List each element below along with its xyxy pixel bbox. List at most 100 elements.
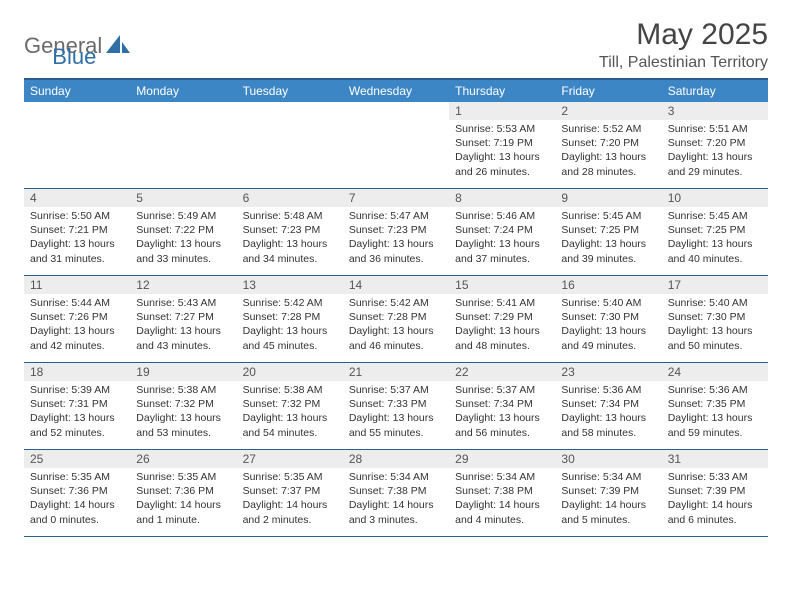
day-number: 27 <box>237 450 343 468</box>
sunrise-line: Sunrise: 5:49 AM <box>136 209 230 223</box>
calendar-day-cell: 10Sunrise: 5:45 AMSunset: 7:25 PMDayligh… <box>662 189 768 275</box>
day-details: Sunrise: 5:40 AMSunset: 7:30 PMDaylight:… <box>662 294 768 357</box>
sunset-line: Sunset: 7:30 PM <box>561 310 655 324</box>
sunrise-line: Sunrise: 5:47 AM <box>349 209 443 223</box>
sunset-line: Sunset: 7:19 PM <box>455 136 549 150</box>
day-number: 12 <box>130 276 236 294</box>
day-number: 30 <box>555 450 661 468</box>
sunrise-line: Sunrise: 5:42 AM <box>243 296 337 310</box>
calendar-day-cell: 12Sunrise: 5:43 AMSunset: 7:27 PMDayligh… <box>130 276 236 362</box>
sunset-line: Sunset: 7:37 PM <box>243 484 337 498</box>
daylight-line: Daylight: 13 hours and 26 minutes. <box>455 150 549 178</box>
calendar-day-cell: 1Sunrise: 5:53 AMSunset: 7:19 PMDaylight… <box>449 102 555 188</box>
daylight-line: Daylight: 13 hours and 29 minutes. <box>668 150 762 178</box>
sunset-line: Sunset: 7:31 PM <box>30 397 124 411</box>
brand-sail-icon <box>106 33 132 60</box>
weekday-header-cell: Friday <box>555 80 661 102</box>
sunset-line: Sunset: 7:20 PM <box>561 136 655 150</box>
day-details: Sunrise: 5:35 AMSunset: 7:36 PMDaylight:… <box>130 468 236 531</box>
sunrise-line: Sunrise: 5:38 AM <box>136 383 230 397</box>
daylight-line: Daylight: 13 hours and 39 minutes. <box>561 237 655 265</box>
daylight-line: Daylight: 13 hours and 52 minutes. <box>30 411 124 439</box>
weekday-header-cell: Monday <box>130 80 236 102</box>
sunset-line: Sunset: 7:32 PM <box>136 397 230 411</box>
day-details: Sunrise: 5:47 AMSunset: 7:23 PMDaylight:… <box>343 207 449 270</box>
sunrise-line: Sunrise: 5:36 AM <box>668 383 762 397</box>
brand-logo: General Blue <box>24 18 96 70</box>
calendar-day-cell: 23Sunrise: 5:36 AMSunset: 7:34 PMDayligh… <box>555 363 661 449</box>
day-number: 11 <box>24 276 130 294</box>
weekday-header-cell: Tuesday <box>237 80 343 102</box>
day-details: Sunrise: 5:34 AMSunset: 7:38 PMDaylight:… <box>343 468 449 531</box>
weekday-header-cell: Thursday <box>449 80 555 102</box>
daylight-line: Daylight: 13 hours and 56 minutes. <box>455 411 549 439</box>
day-details: Sunrise: 5:42 AMSunset: 7:28 PMDaylight:… <box>237 294 343 357</box>
day-number: 28 <box>343 450 449 468</box>
sunset-line: Sunset: 7:38 PM <box>349 484 443 498</box>
daylight-line: Daylight: 14 hours and 4 minutes. <box>455 498 549 526</box>
sunrise-line: Sunrise: 5:36 AM <box>561 383 655 397</box>
day-details: Sunrise: 5:49 AMSunset: 7:22 PMDaylight:… <box>130 207 236 270</box>
sunset-line: Sunset: 7:39 PM <box>561 484 655 498</box>
daylight-line: Daylight: 13 hours and 34 minutes. <box>243 237 337 265</box>
sunrise-line: Sunrise: 5:34 AM <box>349 470 443 484</box>
sunrise-line: Sunrise: 5:40 AM <box>561 296 655 310</box>
day-details: Sunrise: 5:44 AMSunset: 7:26 PMDaylight:… <box>24 294 130 357</box>
sunrise-line: Sunrise: 5:42 AM <box>349 296 443 310</box>
sunset-line: Sunset: 7:36 PM <box>30 484 124 498</box>
day-details: Sunrise: 5:34 AMSunset: 7:39 PMDaylight:… <box>555 468 661 531</box>
sunrise-line: Sunrise: 5:52 AM <box>561 122 655 136</box>
calendar-day-cell: 30Sunrise: 5:34 AMSunset: 7:39 PMDayligh… <box>555 450 661 536</box>
calendar-day-cell: 11Sunrise: 5:44 AMSunset: 7:26 PMDayligh… <box>24 276 130 362</box>
daylight-line: Daylight: 14 hours and 3 minutes. <box>349 498 443 526</box>
sunset-line: Sunset: 7:25 PM <box>561 223 655 237</box>
daylight-line: Daylight: 13 hours and 49 minutes. <box>561 324 655 352</box>
sunset-line: Sunset: 7:26 PM <box>30 310 124 324</box>
day-details: Sunrise: 5:50 AMSunset: 7:21 PMDaylight:… <box>24 207 130 270</box>
sunset-line: Sunset: 7:38 PM <box>455 484 549 498</box>
calendar-empty-cell <box>343 102 449 188</box>
sunset-line: Sunset: 7:39 PM <box>668 484 762 498</box>
sunrise-line: Sunrise: 5:35 AM <box>30 470 124 484</box>
calendar-day-cell: 20Sunrise: 5:38 AMSunset: 7:32 PMDayligh… <box>237 363 343 449</box>
sunrise-line: Sunrise: 5:50 AM <box>30 209 124 223</box>
calendar-day-cell: 16Sunrise: 5:40 AMSunset: 7:30 PMDayligh… <box>555 276 661 362</box>
sunset-line: Sunset: 7:25 PM <box>668 223 762 237</box>
daylight-line: Daylight: 13 hours and 45 minutes. <box>243 324 337 352</box>
day-number: 15 <box>449 276 555 294</box>
daylight-line: Daylight: 14 hours and 5 minutes. <box>561 498 655 526</box>
daylight-line: Daylight: 13 hours and 33 minutes. <box>136 237 230 265</box>
sunrise-line: Sunrise: 5:53 AM <box>455 122 549 136</box>
daylight-line: Daylight: 13 hours and 40 minutes. <box>668 237 762 265</box>
day-number: 17 <box>662 276 768 294</box>
day-number: 2 <box>555 102 661 120</box>
sunset-line: Sunset: 7:23 PM <box>243 223 337 237</box>
calendar-week-row: 11Sunrise: 5:44 AMSunset: 7:26 PMDayligh… <box>24 276 768 363</box>
calendar-day-cell: 26Sunrise: 5:35 AMSunset: 7:36 PMDayligh… <box>130 450 236 536</box>
sunrise-line: Sunrise: 5:41 AM <box>455 296 549 310</box>
day-number: 22 <box>449 363 555 381</box>
daylight-line: Daylight: 14 hours and 1 minute. <box>136 498 230 526</box>
sunrise-line: Sunrise: 5:35 AM <box>136 470 230 484</box>
daylight-line: Daylight: 14 hours and 6 minutes. <box>668 498 762 526</box>
sunrise-line: Sunrise: 5:38 AM <box>243 383 337 397</box>
day-number: 21 <box>343 363 449 381</box>
day-number: 19 <box>130 363 236 381</box>
day-number: 14 <box>343 276 449 294</box>
calendar-day-cell: 6Sunrise: 5:48 AMSunset: 7:23 PMDaylight… <box>237 189 343 275</box>
sunset-line: Sunset: 7:21 PM <box>30 223 124 237</box>
day-number: 18 <box>24 363 130 381</box>
weekday-header-row: SundayMondayTuesdayWednesdayThursdayFrid… <box>24 78 768 102</box>
sunset-line: Sunset: 7:24 PM <box>455 223 549 237</box>
daylight-line: Daylight: 13 hours and 55 minutes. <box>349 411 443 439</box>
day-number: 13 <box>237 276 343 294</box>
calendar-day-cell: 29Sunrise: 5:34 AMSunset: 7:38 PMDayligh… <box>449 450 555 536</box>
daylight-line: Daylight: 13 hours and 54 minutes. <box>243 411 337 439</box>
daylight-line: Daylight: 13 hours and 37 minutes. <box>455 237 549 265</box>
month-title: May 2025 <box>599 18 768 52</box>
calendar-week-row: 25Sunrise: 5:35 AMSunset: 7:36 PMDayligh… <box>24 450 768 537</box>
sunrise-line: Sunrise: 5:44 AM <box>30 296 124 310</box>
daylight-line: Daylight: 13 hours and 43 minutes. <box>136 324 230 352</box>
daylight-line: Daylight: 14 hours and 0 minutes. <box>30 498 124 526</box>
calendar-day-cell: 5Sunrise: 5:49 AMSunset: 7:22 PMDaylight… <box>130 189 236 275</box>
